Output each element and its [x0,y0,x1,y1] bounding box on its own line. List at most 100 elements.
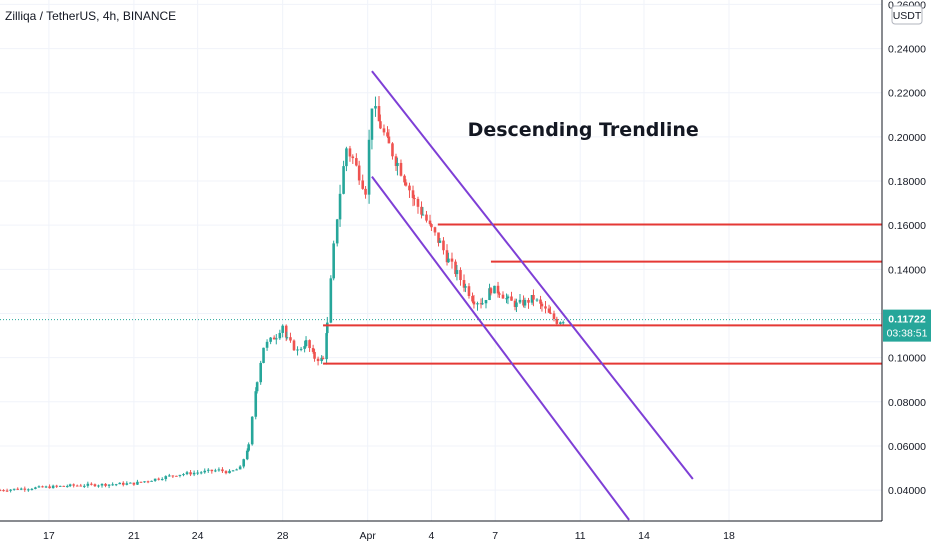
candle-body [399,162,403,176]
price-axis: 0.260000.240000.220000.200000.180000.160… [888,0,926,497]
candle-body [58,485,62,487]
candle-body [66,486,69,488]
currency-button[interactable]: USDT [891,5,923,25]
price-tick-label: 0.04000 [888,485,926,497]
candle-body [164,476,168,480]
candle-body [175,475,178,477]
annotation-label: Descending Trendline [468,119,699,141]
candle-body [367,139,371,195]
candle-body [355,158,358,166]
candle-body [320,357,323,362]
candle-body [459,270,462,281]
candle-body [107,484,111,486]
candle-body [377,106,381,122]
candle-body [178,474,182,476]
candle-body [488,288,491,301]
candle-body [238,466,242,470]
date-tick-label: 7 [492,530,498,542]
date-tick-label: 21 [128,530,140,542]
candle-body [559,322,562,324]
candle-body [540,303,544,307]
candle-body [157,478,160,480]
chart-title: Zilliqa / TetherUS, 4h, BINANCE [5,9,176,23]
annotation-layer: Descending Trendline [468,119,699,141]
candle-body [489,288,493,294]
candle-body [493,285,496,294]
candle-body [171,475,175,477]
currency-label[interactable]: USDT [893,10,922,22]
candle-body [221,469,224,472]
candle-body [5,490,9,492]
candle-body [86,483,90,486]
date-tick-label: 11 [575,530,586,542]
bar-countdown: 03:38:51 [887,328,928,340]
candle-body [342,166,345,194]
candle-body [274,338,278,340]
candle-body [139,481,143,483]
candle-body [522,299,525,306]
candle-body [518,299,522,303]
candle-body [245,450,249,460]
date-tick-label: 4 [429,530,435,542]
channel-trendline [371,176,630,521]
time-axis-panel[interactable] [0,521,882,550]
candle-body [9,489,12,491]
candle-body [425,214,428,221]
candle-body [37,486,41,488]
candle-body [79,485,83,487]
candle-body [421,214,425,216]
candle-body [168,475,171,477]
candle-body [16,488,20,490]
candle-body [471,296,474,302]
current-price-value: 0.11722 [888,314,926,326]
candle-body [437,232,440,243]
candle-body [332,243,335,279]
candle-body [523,299,527,306]
candle-body [535,299,539,301]
candle-body [255,382,259,392]
candle-body [104,483,107,486]
candle-body [539,299,542,304]
date-tick-label: 24 [192,530,204,542]
candle-body [379,121,382,129]
candle-body [41,486,44,488]
candle-body [462,280,466,288]
candle-body [182,474,185,476]
candle-body [285,337,289,339]
candle-body [30,488,34,490]
price-tick-label: 0.20000 [888,132,926,144]
candle-body [348,148,352,157]
candle-body [284,325,288,338]
time-axis: 17 21 24 28 Apr 4 7 11 14 18 [43,530,735,542]
candle-body [203,470,207,473]
candle-body [552,313,556,319]
candle-body [121,482,125,485]
candle-body [196,472,199,474]
currency-button-frame[interactable] [891,5,923,25]
candle-body [467,286,471,297]
candle-body [335,219,339,244]
candle-body [143,481,146,483]
candle-body [189,472,192,475]
candle-body [265,341,269,348]
candle-body [510,296,513,301]
current-price-badge [883,309,931,342]
candle-body [75,485,79,487]
candle-body [206,469,210,471]
price-tick-label: 0.22000 [888,88,926,100]
candle-body [146,481,150,483]
candle-body [413,198,416,200]
candle-body [2,490,5,492]
price-tick-label: 0.24000 [888,44,926,56]
candle-body [136,481,139,485]
candle-body [72,484,75,486]
candle-body [308,340,311,349]
candle-body [561,322,565,324]
candle-body [289,337,292,341]
price-axis-panel[interactable] [882,0,932,550]
date-tick-label: 18 [723,530,735,542]
candle-body [132,482,136,485]
